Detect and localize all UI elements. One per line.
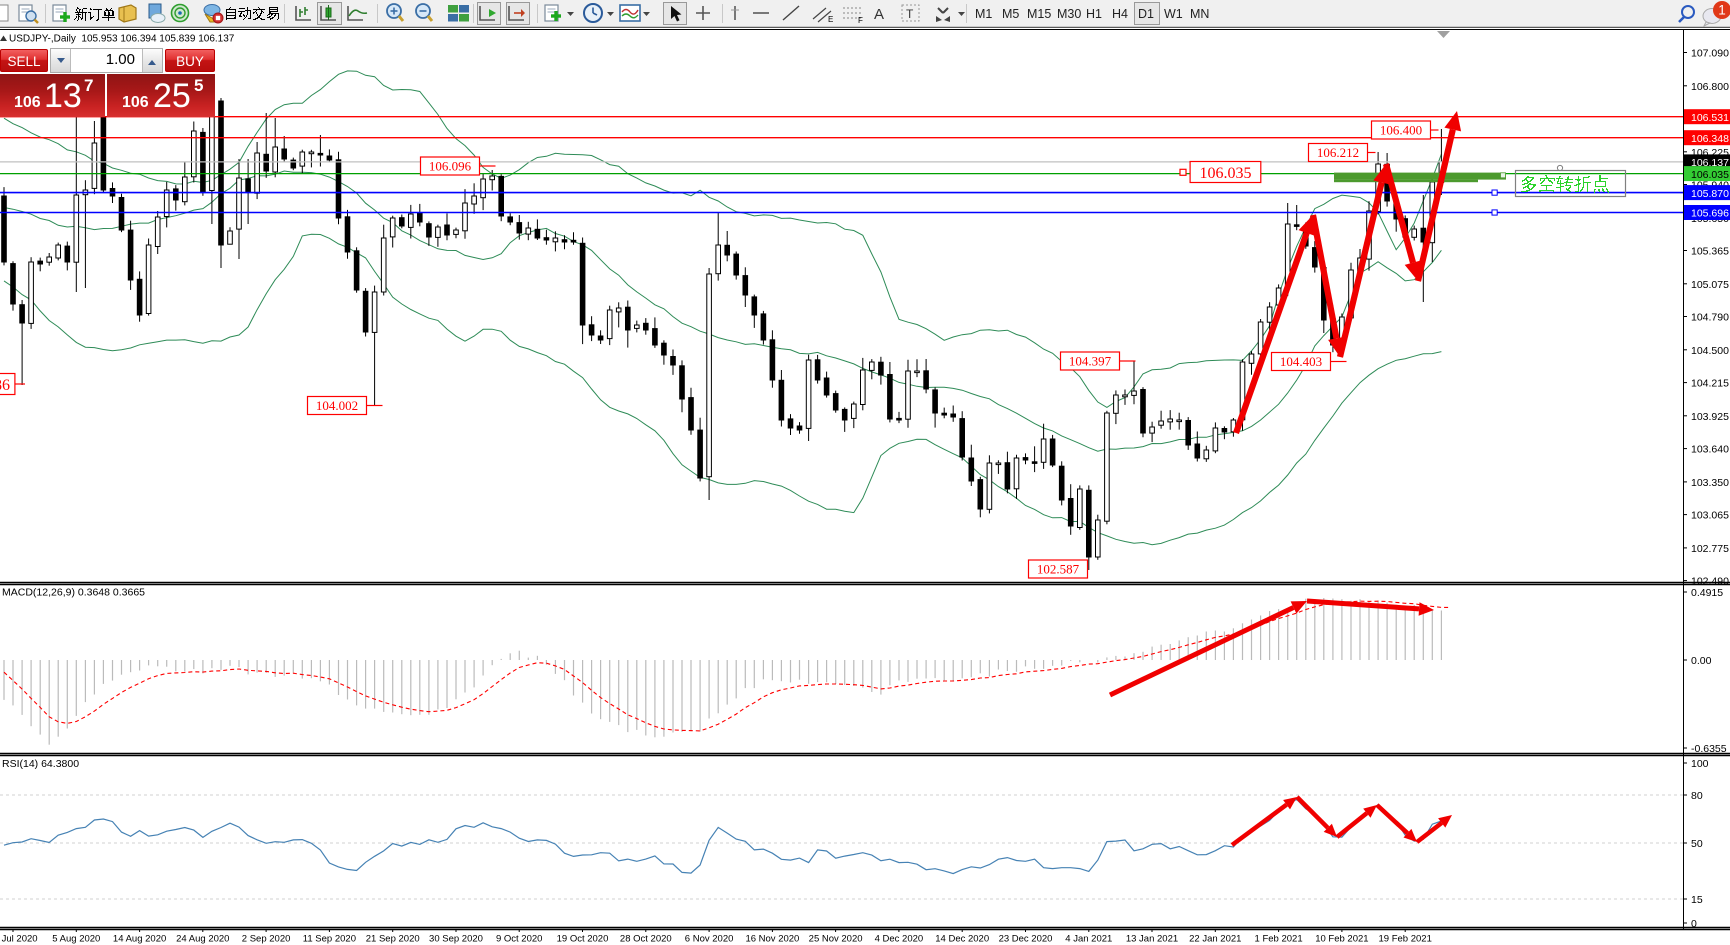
- svg-text:102.490: 102.490: [1691, 576, 1729, 588]
- svg-text:104.215: 104.215: [1691, 378, 1729, 390]
- svg-text:F: F: [858, 16, 863, 25]
- svg-text:21 Sep 2020: 21 Sep 2020: [366, 934, 420, 945]
- svg-text:105.365: 105.365: [1691, 246, 1729, 258]
- svg-text:106.531: 106.531: [1691, 112, 1729, 124]
- svg-text:M30: M30: [1057, 7, 1081, 21]
- svg-text:14 Aug 2020: 14 Aug 2020: [113, 934, 166, 945]
- svg-text:102.587: 102.587: [1037, 562, 1080, 577]
- svg-text:30 Sep 2020: 30 Sep 2020: [429, 934, 483, 945]
- svg-text:23 Dec 2020: 23 Dec 2020: [999, 934, 1053, 945]
- svg-text:106.348: 106.348: [1691, 133, 1729, 145]
- svg-text:103.640: 103.640: [1691, 444, 1729, 456]
- svg-text:9 Oct 2020: 9 Oct 2020: [496, 934, 542, 945]
- svg-text:104.397: 104.397: [1069, 354, 1112, 369]
- svg-text:MN: MN: [1190, 7, 1209, 21]
- svg-text:104.790: 104.790: [1691, 312, 1729, 324]
- svg-text:4 Jan 2021: 4 Jan 2021: [1065, 934, 1112, 945]
- svg-text:19 Oct 2020: 19 Oct 2020: [557, 934, 609, 945]
- svg-text:104.002: 104.002: [316, 398, 358, 413]
- svg-text:1: 1: [1718, 3, 1726, 18]
- svg-text:103.065: 103.065: [1691, 510, 1729, 522]
- svg-text:10 Feb 2021: 10 Feb 2021: [1315, 934, 1368, 945]
- svg-text:27 Jul 2020: 27 Jul 2020: [0, 934, 38, 945]
- svg-text:4 Dec 2020: 4 Dec 2020: [875, 934, 924, 945]
- svg-text:0.4915: 0.4915: [1691, 587, 1723, 599]
- svg-text:103.925: 103.925: [1691, 411, 1729, 423]
- svg-text:0.00: 0.00: [1691, 655, 1712, 667]
- svg-text:106.035: 106.035: [1200, 165, 1252, 182]
- svg-text:86: 86: [0, 377, 10, 394]
- svg-text:100: 100: [1691, 758, 1709, 770]
- svg-text:11 Sep 2020: 11 Sep 2020: [303, 934, 356, 945]
- svg-text:D1: D1: [1138, 7, 1154, 21]
- svg-text:105.696: 105.696: [1691, 208, 1729, 220]
- svg-text:14 Dec 2020: 14 Dec 2020: [935, 934, 989, 945]
- svg-text:106.400: 106.400: [1380, 123, 1422, 138]
- svg-text:RSI(14) 64.3800: RSI(14) 64.3800: [2, 758, 79, 770]
- svg-text:5 Aug 2020: 5 Aug 2020: [52, 934, 100, 945]
- svg-text:105.075: 105.075: [1691, 279, 1729, 291]
- svg-text:6 Nov 2020: 6 Nov 2020: [685, 934, 734, 945]
- svg-text:106.212: 106.212: [1317, 145, 1359, 160]
- svg-text:W1: W1: [1164, 7, 1183, 21]
- svg-text:H4: H4: [1112, 7, 1128, 21]
- svg-text:19 Feb 2021: 19 Feb 2021: [1379, 934, 1432, 945]
- svg-text:80: 80: [1691, 790, 1703, 802]
- svg-text:1 Feb 2021: 1 Feb 2021: [1255, 934, 1303, 945]
- svg-text:USDJPY-,Daily 105.953 106.394: USDJPY-,Daily 105.953 106.394 105.839 10…: [9, 34, 235, 45]
- svg-text:0: 0: [1691, 918, 1697, 930]
- svg-text:28 Oct 2020: 28 Oct 2020: [620, 934, 672, 945]
- svg-text:M5: M5: [1002, 7, 1019, 21]
- svg-text:102.775: 102.775: [1691, 543, 1729, 555]
- svg-text:15: 15: [1691, 894, 1703, 906]
- svg-text:103.350: 103.350: [1691, 477, 1729, 489]
- svg-text:MACD(12,26,9) 0.3648 0.3665: MACD(12,26,9) 0.3648 0.3665: [2, 587, 145, 599]
- svg-text:104.500: 104.500: [1691, 345, 1729, 357]
- svg-text:107.090: 107.090: [1691, 48, 1729, 60]
- svg-text:H1: H1: [1086, 7, 1102, 21]
- svg-text:105.870: 105.870: [1691, 188, 1729, 200]
- svg-text:16 Nov 2020: 16 Nov 2020: [745, 934, 799, 945]
- svg-text:22 Jan 2021: 22 Jan 2021: [1189, 934, 1241, 945]
- svg-text:E: E: [828, 15, 833, 24]
- svg-text:T: T: [906, 7, 914, 21]
- svg-text:106.800: 106.800: [1691, 81, 1729, 93]
- svg-text:2 Sep 2020: 2 Sep 2020: [242, 934, 291, 945]
- svg-text:50: 50: [1691, 838, 1703, 850]
- svg-text:A: A: [874, 6, 884, 23]
- svg-text:M1: M1: [975, 7, 992, 21]
- svg-text:-0.6355: -0.6355: [1691, 743, 1727, 755]
- svg-text:M15: M15: [1027, 7, 1051, 21]
- svg-text:13 Jan 2021: 13 Jan 2021: [1126, 934, 1178, 945]
- svg-text:106.035: 106.035: [1691, 169, 1729, 181]
- svg-text:106.096: 106.096: [429, 159, 472, 174]
- svg-text:25 Nov 2020: 25 Nov 2020: [809, 934, 863, 945]
- svg-text:24 Aug 2020: 24 Aug 2020: [176, 934, 229, 945]
- svg-text:104.403: 104.403: [1280, 354, 1322, 369]
